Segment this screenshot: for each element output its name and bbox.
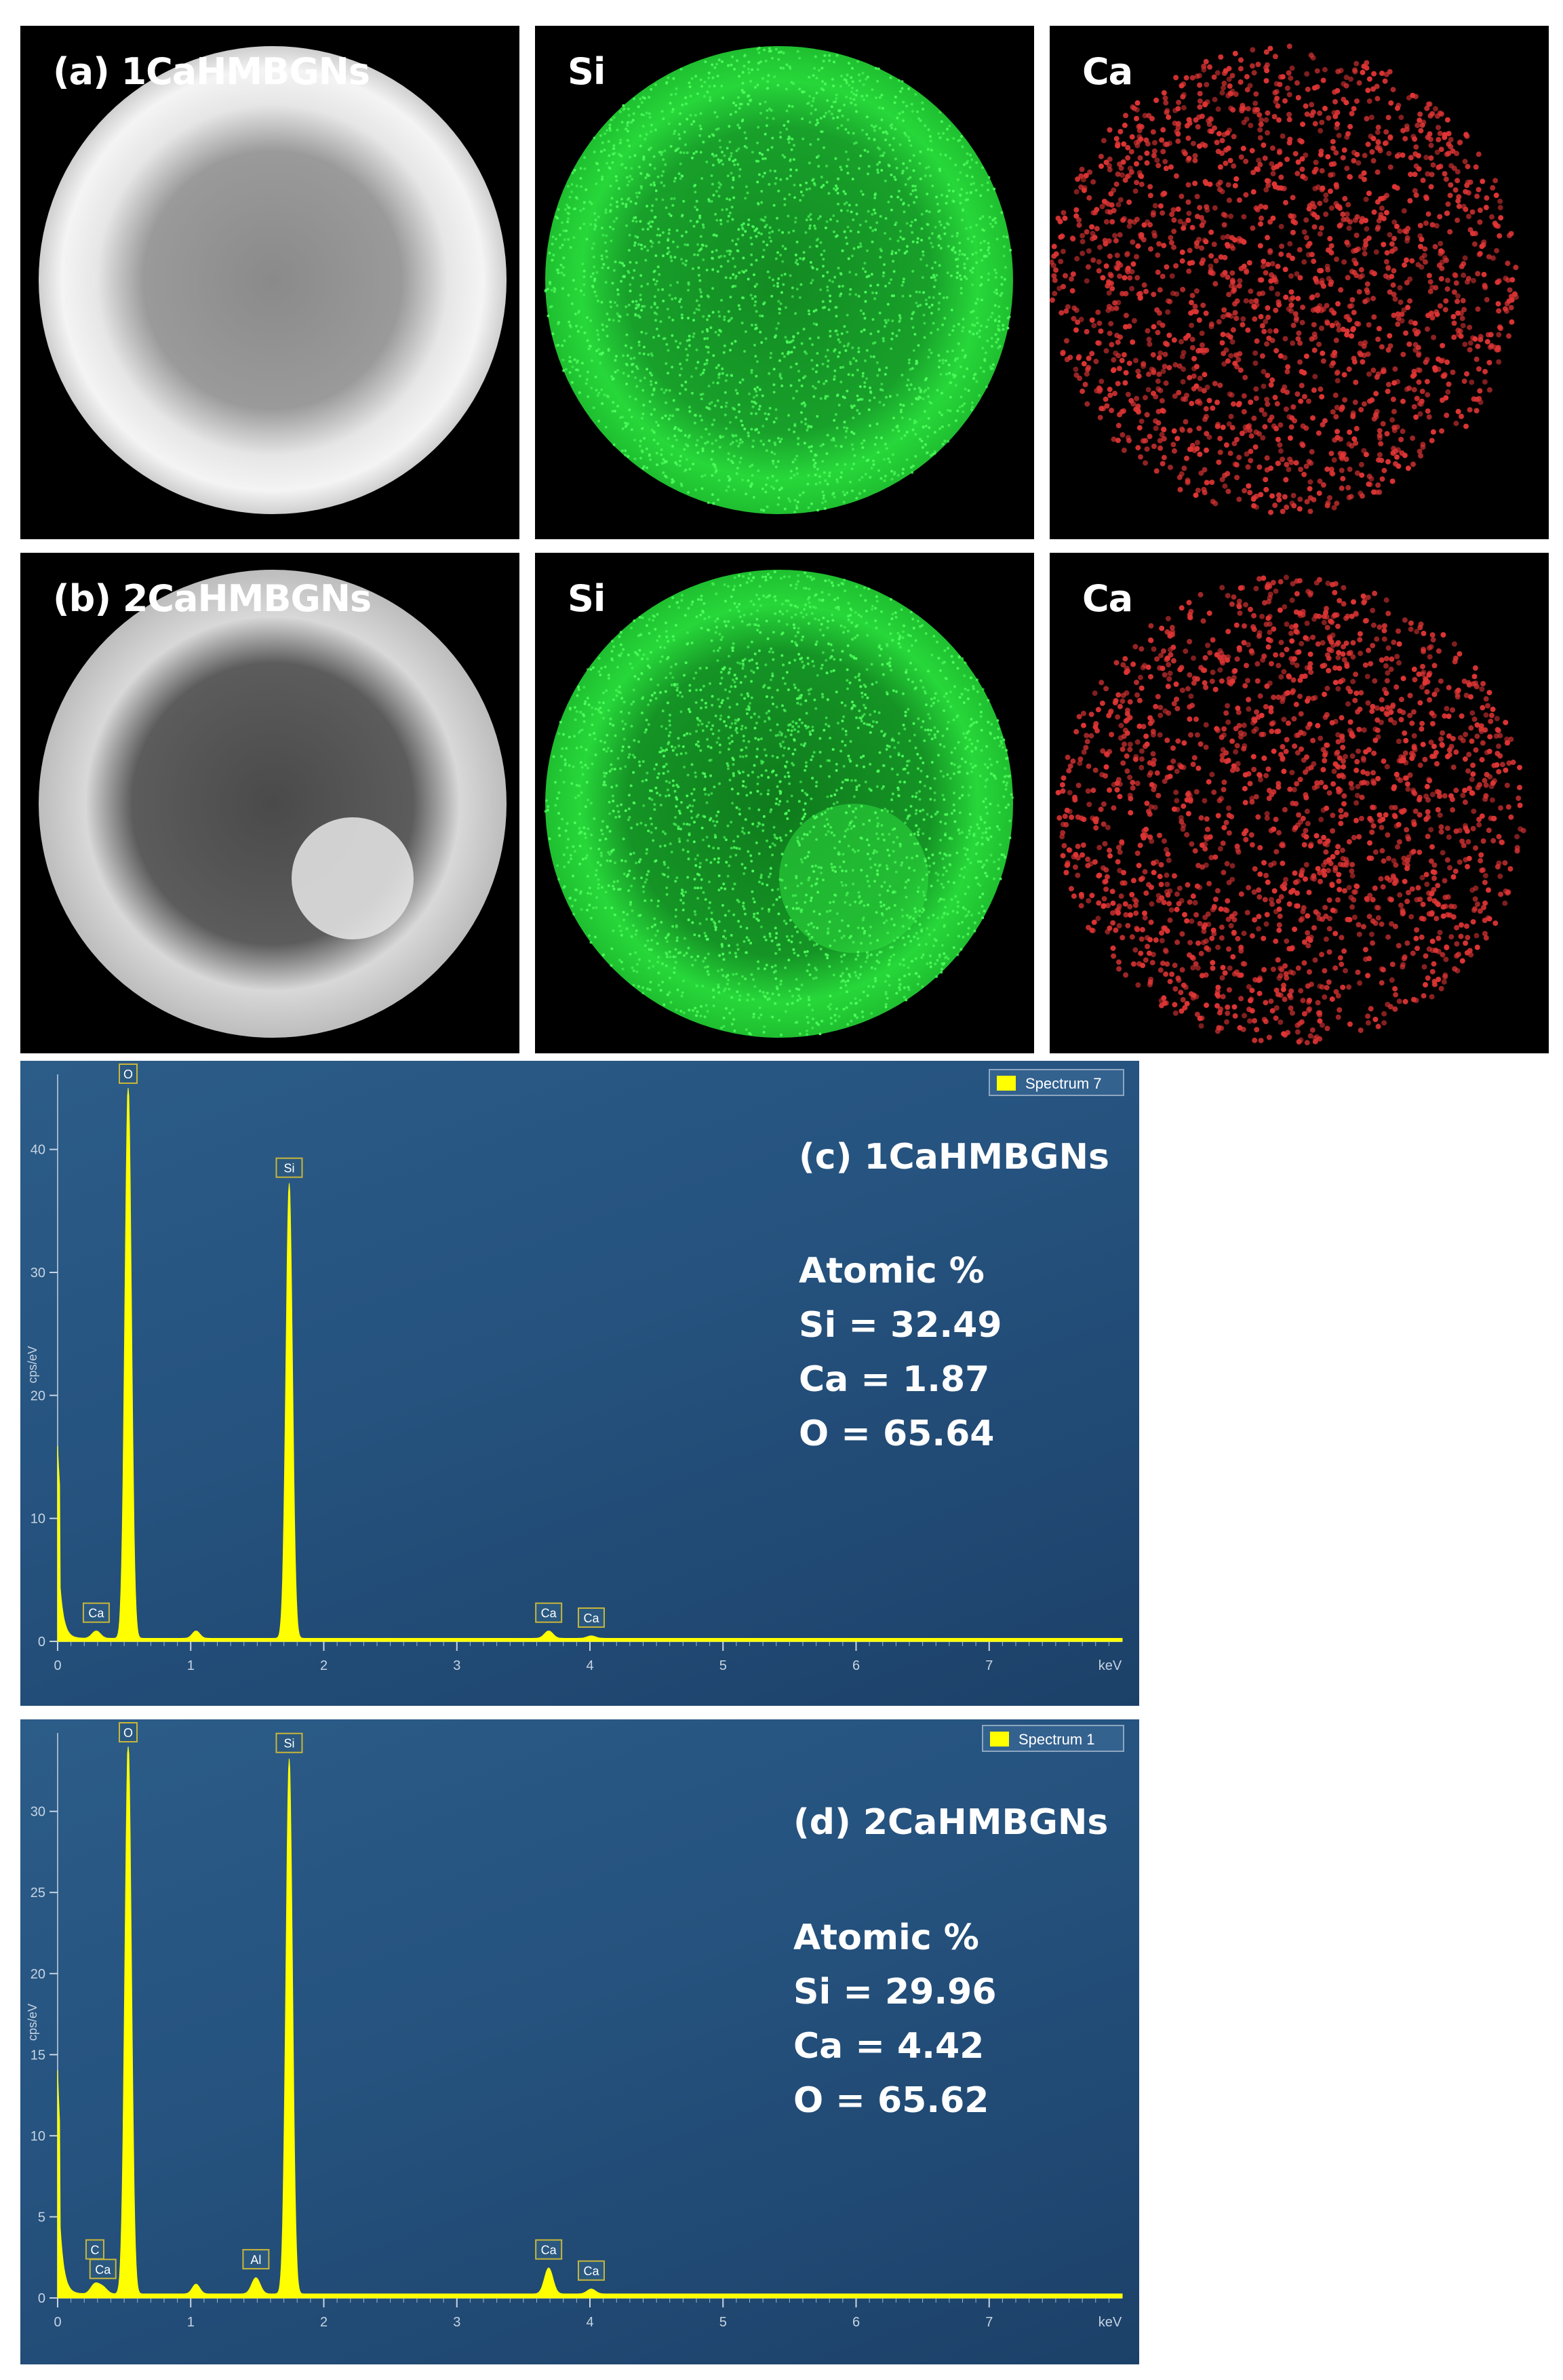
- ca-map-1cahmbgns: Ca: [1050, 26, 1549, 539]
- peak-label: Ca: [535, 2239, 563, 2260]
- peak-label: Ca: [535, 1602, 563, 1623]
- x-axis-label: keV: [1099, 1658, 1122, 1673]
- spectrum-d-plot: 0 1 2 3 4 5 6 7 keV051015202530cps/eVCCaOAlSiCaC…: [26, 1722, 1123, 2330]
- atomic-c-si: Si = 32.49: [799, 1305, 1002, 1346]
- peak-label: C: [85, 2239, 104, 2260]
- y-tick-label: 10: [31, 1512, 45, 1527]
- x-tick-label: 0: [54, 1658, 61, 1673]
- legend-d-label: Spectrum 1: [1018, 1731, 1095, 1748]
- peak-label: O: [119, 1722, 138, 1742]
- atomic-d-o: O = 65.62: [793, 2080, 989, 2121]
- legend-swatch: [990, 1732, 1009, 1747]
- y-tick-label: 20: [31, 1388, 45, 1403]
- legend-c-label: Spectrum 7: [1025, 1075, 1102, 1092]
- peak-label: Ca: [82, 1602, 110, 1623]
- ca-map-2cahmbgns: Ca: [1050, 553, 1549, 1053]
- x-tick-label: 5: [719, 2315, 727, 2330]
- spectrum-series: [57, 1087, 1123, 1642]
- panel-b-si-label: Si: [568, 577, 606, 620]
- y-tick-label: 30: [31, 1805, 45, 1820]
- x-tick-label: 1: [187, 1658, 195, 1673]
- atomic-c-o: O = 65.64: [799, 1413, 995, 1454]
- legend-c: Spectrum 7: [989, 1069, 1124, 1096]
- atomic-d-block: Atomic % Si = 29.96 Ca = 4.42 O = 65.62: [793, 1911, 997, 2128]
- peak-label: O: [119, 1064, 138, 1084]
- atomic-c-block: Atomic % Si = 32.49 Ca = 1.87 O = 65.64: [799, 1244, 1002, 1461]
- atomic-c-heading: Atomic %: [799, 1251, 985, 1291]
- legend-swatch: [997, 1076, 1016, 1091]
- peak-label: Si: [275, 1157, 303, 1178]
- x-tick-label: 6: [852, 1658, 860, 1673]
- y-tick-label: 0: [38, 2291, 45, 2306]
- spectrum-series: [57, 1746, 1123, 2299]
- y-axis-label: cps/eV: [26, 1346, 39, 1383]
- x-tick-label: 2: [320, 2315, 328, 2330]
- panel-a-ca-label: Ca: [1082, 50, 1133, 93]
- atomic-d-heading: Atomic %: [793, 1917, 979, 1958]
- spectrum-chart-c: 0 1 2 3 4 5 6 7 keV 0 10 20 30 40 cps/eV Ca O Si Ca Ca Spec…: [20, 1061, 1139, 1706]
- panel-a-label: (a) 1CaHMBGNs: [53, 50, 370, 93]
- spectrum-d-title: (d) 2CaHMBGNs: [793, 1802, 1109, 1843]
- panel-b-label: (b) 2CaHMBGNs: [53, 577, 372, 620]
- sem-image-2cahmbgns: (b) 2CaHMBGNs: [20, 553, 519, 1053]
- spectrum-c-title: (c) 1CaHMBGNs: [799, 1137, 1109, 1177]
- peak-label: Ca: [89, 2259, 117, 2280]
- y-tick-label: 25: [31, 1886, 45, 1900]
- panel-a-si-label: Si: [568, 50, 606, 93]
- x-tick-label: 7: [985, 2315, 993, 2330]
- x-tick-label: 1: [187, 2315, 195, 2330]
- legend-d: Spectrum 1: [982, 1725, 1124, 1752]
- atomic-d-ca: Ca = 4.42: [793, 2026, 985, 2067]
- x-tick-label: 4: [586, 1658, 593, 1673]
- x-tick-label: 3: [453, 1658, 460, 1673]
- peak-label: Al: [242, 2248, 270, 2269]
- y-axis-label: cps/eV: [26, 2004, 39, 2041]
- x-tick-label: 5: [719, 1658, 727, 1673]
- y-tick-label: 0: [38, 1635, 45, 1650]
- peak-label: Si: [275, 1732, 303, 1753]
- spectrum-chart-d: 0 1 2 3 4 5 6 7 keV 0 5 10 15 20 25 30 cps/eV C Ca O Al Si Ca C…: [20, 1719, 1139, 2364]
- si-map-2cahmbgns: Si: [535, 553, 1034, 1053]
- y-tick-label: 15: [31, 2048, 45, 2063]
- sem-image-1cahmbgns: (a) 1CaHMBGNs: [20, 26, 519, 539]
- x-axis-label: keV: [1099, 2315, 1122, 2330]
- x-tick-label: 3: [453, 2315, 460, 2330]
- x-tick-label: 4: [586, 2315, 593, 2330]
- si-map-1cahmbgns: Si: [535, 26, 1034, 539]
- panel-b-ca-label: Ca: [1082, 577, 1133, 620]
- y-tick-label: 20: [31, 1967, 45, 1982]
- peak-label: Ca: [577, 1607, 605, 1628]
- x-tick-label: 7: [985, 1658, 993, 1673]
- x-tick-label: 6: [852, 2315, 860, 2330]
- peak-label: Ca: [577, 2260, 605, 2281]
- atomic-c-ca: Ca = 1.87: [799, 1359, 990, 1400]
- y-tick-label: 40: [31, 1143, 45, 1158]
- spectrum-c-plot: 0 1 2 3 4 5 6 7 keV 0 10 20 30 40 cps/eV Ca O Si Ca Ca: [26, 1064, 1123, 1673]
- x-tick-label: 2: [320, 1658, 328, 1673]
- x-tick-label: 0: [54, 2315, 61, 2330]
- y-tick-label: 10: [31, 2129, 45, 2144]
- y-tick-label: 30: [31, 1266, 45, 1281]
- y-tick-label: 5: [38, 2210, 45, 2225]
- atomic-d-si: Si = 29.96: [793, 1972, 997, 2012]
